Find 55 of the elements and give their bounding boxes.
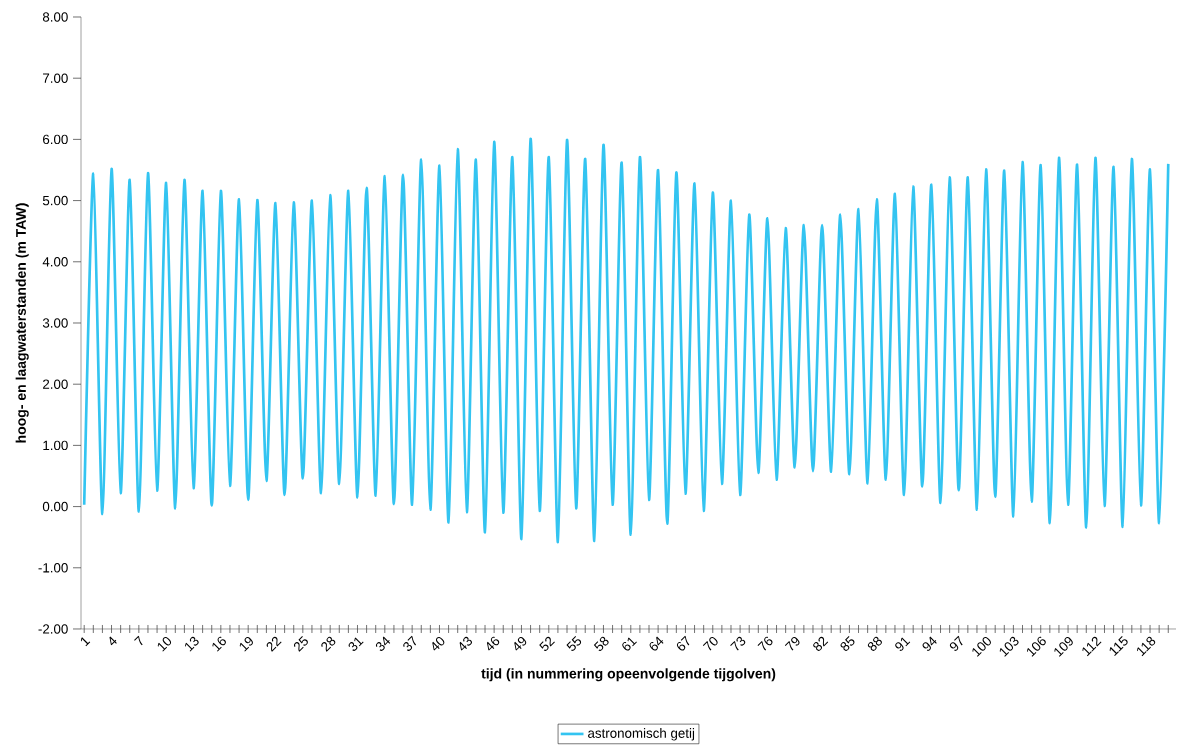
x-tick-label: 100 — [972, 636, 991, 657]
x-tick-label: 37 — [403, 635, 417, 651]
x-tick-label: 55 — [566, 636, 582, 651]
line-series — [82, 137, 1170, 544]
x-tick-label: 61 — [622, 637, 637, 651]
x-tick-label: 58 — [593, 636, 609, 651]
y-tick-label: 8.00 — [42, 12, 68, 22]
x-tick-label: 103 — [999, 636, 1019, 657]
x-tick-label: 46 — [486, 636, 500, 651]
x-tick-label: 106 — [1027, 636, 1046, 657]
x-tick-label: 19 — [239, 637, 253, 652]
x-tick-label: 76 — [757, 636, 773, 651]
y-tick-label: 7.00 — [43, 73, 68, 83]
x-tick-label: 82 — [813, 636, 829, 651]
x-tick-label: 7 — [134, 635, 143, 646]
x-tick-label: 22 — [266, 636, 282, 652]
x-tick-label: 79 — [784, 637, 800, 651]
legend-label: astronomisch getij — [588, 728, 695, 741]
x-tick-label: 13 — [185, 636, 199, 652]
y-tick-label: 3.00 — [42, 318, 68, 328]
y-tick-label: 5.00 — [42, 195, 68, 206]
y-axis-title: hoog- en laagwaterstanden (m TAW) — [15, 203, 29, 443]
x-tick-label: 112 — [1082, 636, 1102, 657]
y-tick-label: 6.00 — [43, 134, 68, 145]
x-tick-label: 85 — [840, 636, 855, 651]
y-tick-label: 0.00 — [42, 501, 68, 512]
x-tick-label: 94 — [922, 636, 937, 651]
x-axis-title: tijd (in nummering opeenvolgende tijgolven) — [481, 668, 776, 682]
y-tick-label: 2.00 — [43, 379, 68, 389]
y-tick-label: 1.00 — [43, 440, 68, 451]
x-tick-label: 16 — [212, 636, 226, 652]
x-tick-label: 31 — [348, 637, 364, 651]
y-tick-label: 4.00 — [42, 257, 68, 267]
x-tick-label: 73 — [730, 636, 746, 651]
x-tick-label: 1 — [80, 637, 91, 647]
x-tick-label: 25 — [293, 636, 308, 652]
x-tick-label: 52 — [539, 636, 555, 651]
x-tick-label: 91 — [895, 637, 911, 651]
x-tick-label: 109 — [1054, 637, 1073, 657]
x-tick-label: 64 — [649, 636, 664, 651]
y-tick-label: -2.00 — [38, 624, 68, 634]
x-tick-label: 43 — [459, 636, 473, 651]
x-tick-label: 10 — [157, 636, 172, 652]
x-tick-label: 49 — [514, 637, 527, 651]
x-tick-label: 67 — [676, 635, 690, 651]
x-tick-label: 34 — [375, 636, 391, 651]
x-tick-label: 70 — [702, 636, 718, 651]
x-tick-label: 88 — [867, 636, 882, 651]
x-tick-label: 118 — [1137, 636, 1156, 657]
x-tick-label: 28 — [321, 636, 336, 652]
x-tick-label: 40 — [432, 636, 445, 651]
x-tick-label: 115 — [1109, 636, 1128, 657]
y-tick-label: -1.00 — [38, 563, 68, 573]
x-tick-label: 4 — [109, 636, 117, 646]
x-tick-label: 97 — [949, 635, 963, 651]
